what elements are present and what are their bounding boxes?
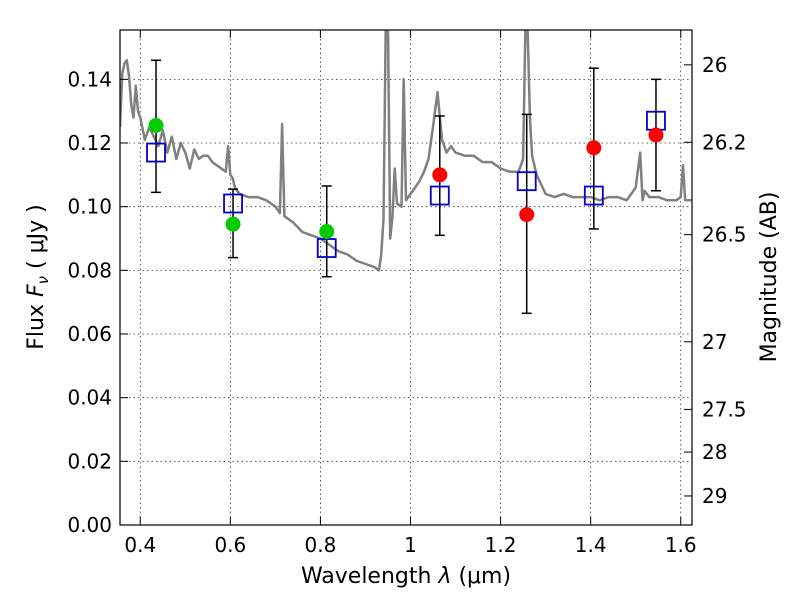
y2-tick-label: 26.5 — [702, 223, 747, 247]
plot-frame — [119, 29, 693, 526]
y-tick-label: 0.02 — [67, 449, 112, 473]
x-tick-label: 0.6 — [214, 533, 246, 557]
observed-flux-point — [148, 117, 164, 133]
x-tick-label: 1.2 — [485, 533, 517, 557]
axes-layer — [119, 29, 693, 526]
y2-tick-label: 27 — [702, 330, 727, 354]
y-axis-label: Flux Fν ( μJy ) — [24, 204, 52, 349]
observed-flux-point — [586, 140, 602, 156]
y-tick-label: 0.14 — [67, 67, 112, 91]
x-tick-label: 0.4 — [124, 533, 156, 557]
y-tick-label: 0.10 — [67, 195, 112, 219]
marker-layer — [146, 110, 666, 258]
model-flux-square — [429, 185, 450, 206]
y-tick-label: 0.08 — [67, 258, 112, 282]
y2-tick-label: 26 — [702, 53, 727, 77]
observed-flux-point — [319, 224, 335, 240]
y2-tick-label: 28 — [702, 440, 727, 464]
observed-flux-point — [432, 167, 448, 183]
x-tick-label: 1.4 — [575, 533, 607, 557]
x-tick-label: 1.6 — [665, 533, 697, 557]
model-flux-square — [583, 185, 604, 206]
tick-label-layer: 0.4 0.6 0.8 1 1.2 1.4 1.6 0.00 0.02 0.04 0.06 0.08 0… — [67, 53, 746, 557]
y-tick-label: 0.04 — [67, 386, 112, 410]
y-tick-label: 0.12 — [67, 131, 112, 155]
y2-axis-label: Magnitude (AB) — [757, 192, 782, 363]
model-spectrum-line — [120, 30, 692, 272]
y-tick-label: 0.06 — [67, 322, 112, 346]
y2-tick-label: 29 — [702, 484, 727, 508]
y-tick-label: 0.00 — [67, 513, 112, 537]
model-flux-square — [516, 171, 537, 192]
spectrum-layer — [120, 30, 692, 272]
y2-tick-label: 26.2 — [702, 130, 747, 154]
model-flux-square — [146, 142, 166, 163]
observed-flux-point — [648, 127, 664, 143]
model-flux-square — [223, 193, 243, 214]
model-flux-square — [316, 238, 337, 258]
y2-tick-label: 27.5 — [702, 397, 747, 421]
x-tick-label: 0.8 — [305, 533, 337, 557]
observed-flux-point — [519, 207, 535, 223]
x-tick-label: 1 — [404, 533, 417, 557]
grid-layer — [120, 30, 692, 526]
x-axis-label: Wavelength λ (μm) — [301, 564, 511, 589]
observed-flux-point — [225, 216, 241, 232]
